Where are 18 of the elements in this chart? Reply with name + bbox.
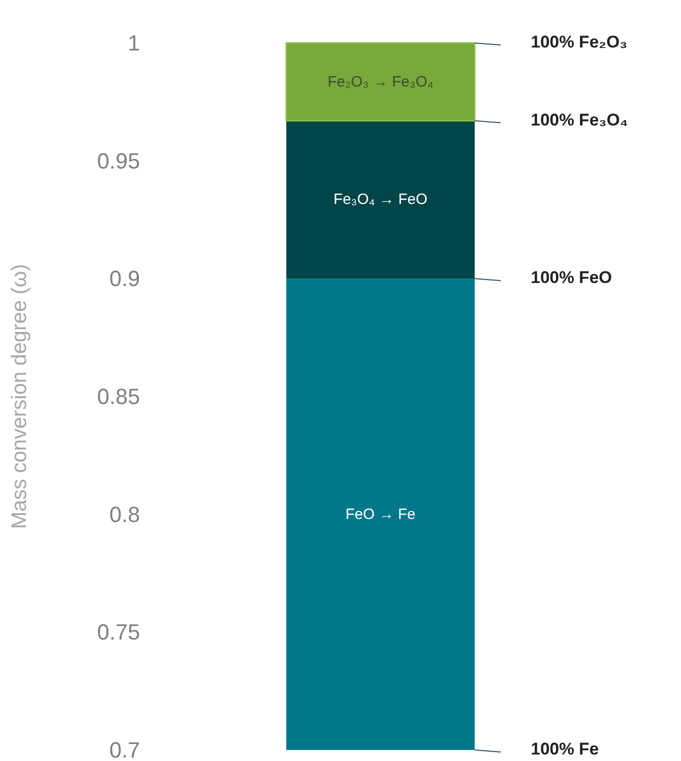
bar: [286, 120, 475, 279]
y-axis-title: Mass conversion degree (ω): [8, 264, 31, 530]
y-tick-label: 0.85: [97, 384, 140, 409]
y-tick-label: 1: [128, 30, 140, 56]
bar: [286, 42, 476, 122]
annotation: 100% FeO: [530, 268, 612, 288]
y-tick-label: 0.9: [109, 266, 140, 292]
series-label: Fe₃O₄ → FeO: [334, 191, 428, 208]
annotation: 100% Fe₂O₃: [530, 32, 628, 52]
annotation: 100% Fe: [530, 739, 599, 758]
y-tick-label: 0.7: [109, 738, 140, 761]
series-label: FeO → Fe: [345, 506, 416, 523]
y-tick-label: 0.8: [109, 502, 140, 527]
bar: [286, 278, 475, 750]
annotation: 100% Fe₃O₄: [530, 110, 628, 130]
series-label: Fe₂O₃ → Fe₃O₄: [328, 73, 434, 90]
y-tick-label: 0.95: [97, 148, 140, 174]
y-tick-label: 0.75: [97, 620, 140, 645]
